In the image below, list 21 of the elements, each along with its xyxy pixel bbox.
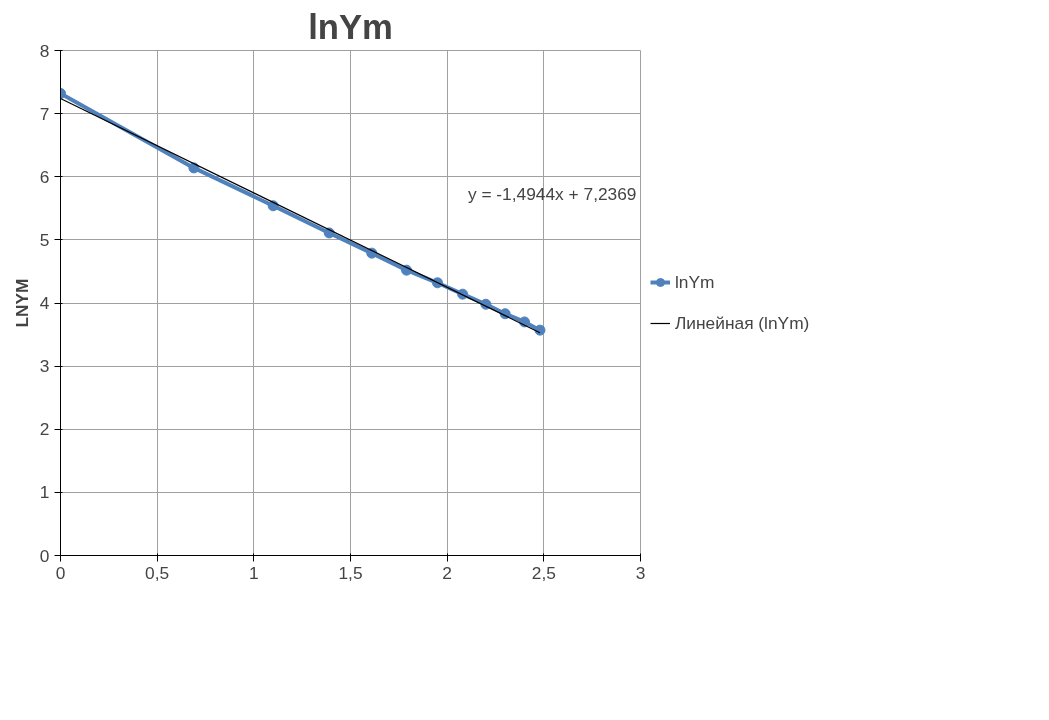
x-tick-label: 1,5 <box>338 562 363 583</box>
y-tick-label: 5 <box>39 229 50 250</box>
y-tick-label: 3 <box>39 356 50 377</box>
y-tick-label: 7 <box>39 103 50 124</box>
y-tick-label: 1 <box>39 482 50 503</box>
y-tick-label: 6 <box>39 166 50 187</box>
x-tick-label: 3 <box>635 562 646 583</box>
x-tick-label: 2,5 <box>531 562 556 583</box>
y-tick-label: 4 <box>39 293 50 313</box>
x-tick-label: 1 <box>249 562 259 583</box>
x-tick-label: 0,5 <box>145 562 170 583</box>
chart-title: lnYm <box>308 7 393 46</box>
y-axis-title: LNYM <box>11 278 32 328</box>
x-tick-label: 0 <box>55 562 66 583</box>
annotation: y = -1,4944x + 7,2369 <box>467 183 637 204</box>
y-tick-label: 0 <box>39 545 50 566</box>
x-tick-label: 2 <box>442 562 452 583</box>
legend-label: Линейная (lnYm) <box>675 312 810 334</box>
legend-label: lnYm <box>675 271 715 293</box>
y-tick-label: 2 <box>39 419 50 440</box>
y-tick-label: 8 <box>39 40 50 61</box>
